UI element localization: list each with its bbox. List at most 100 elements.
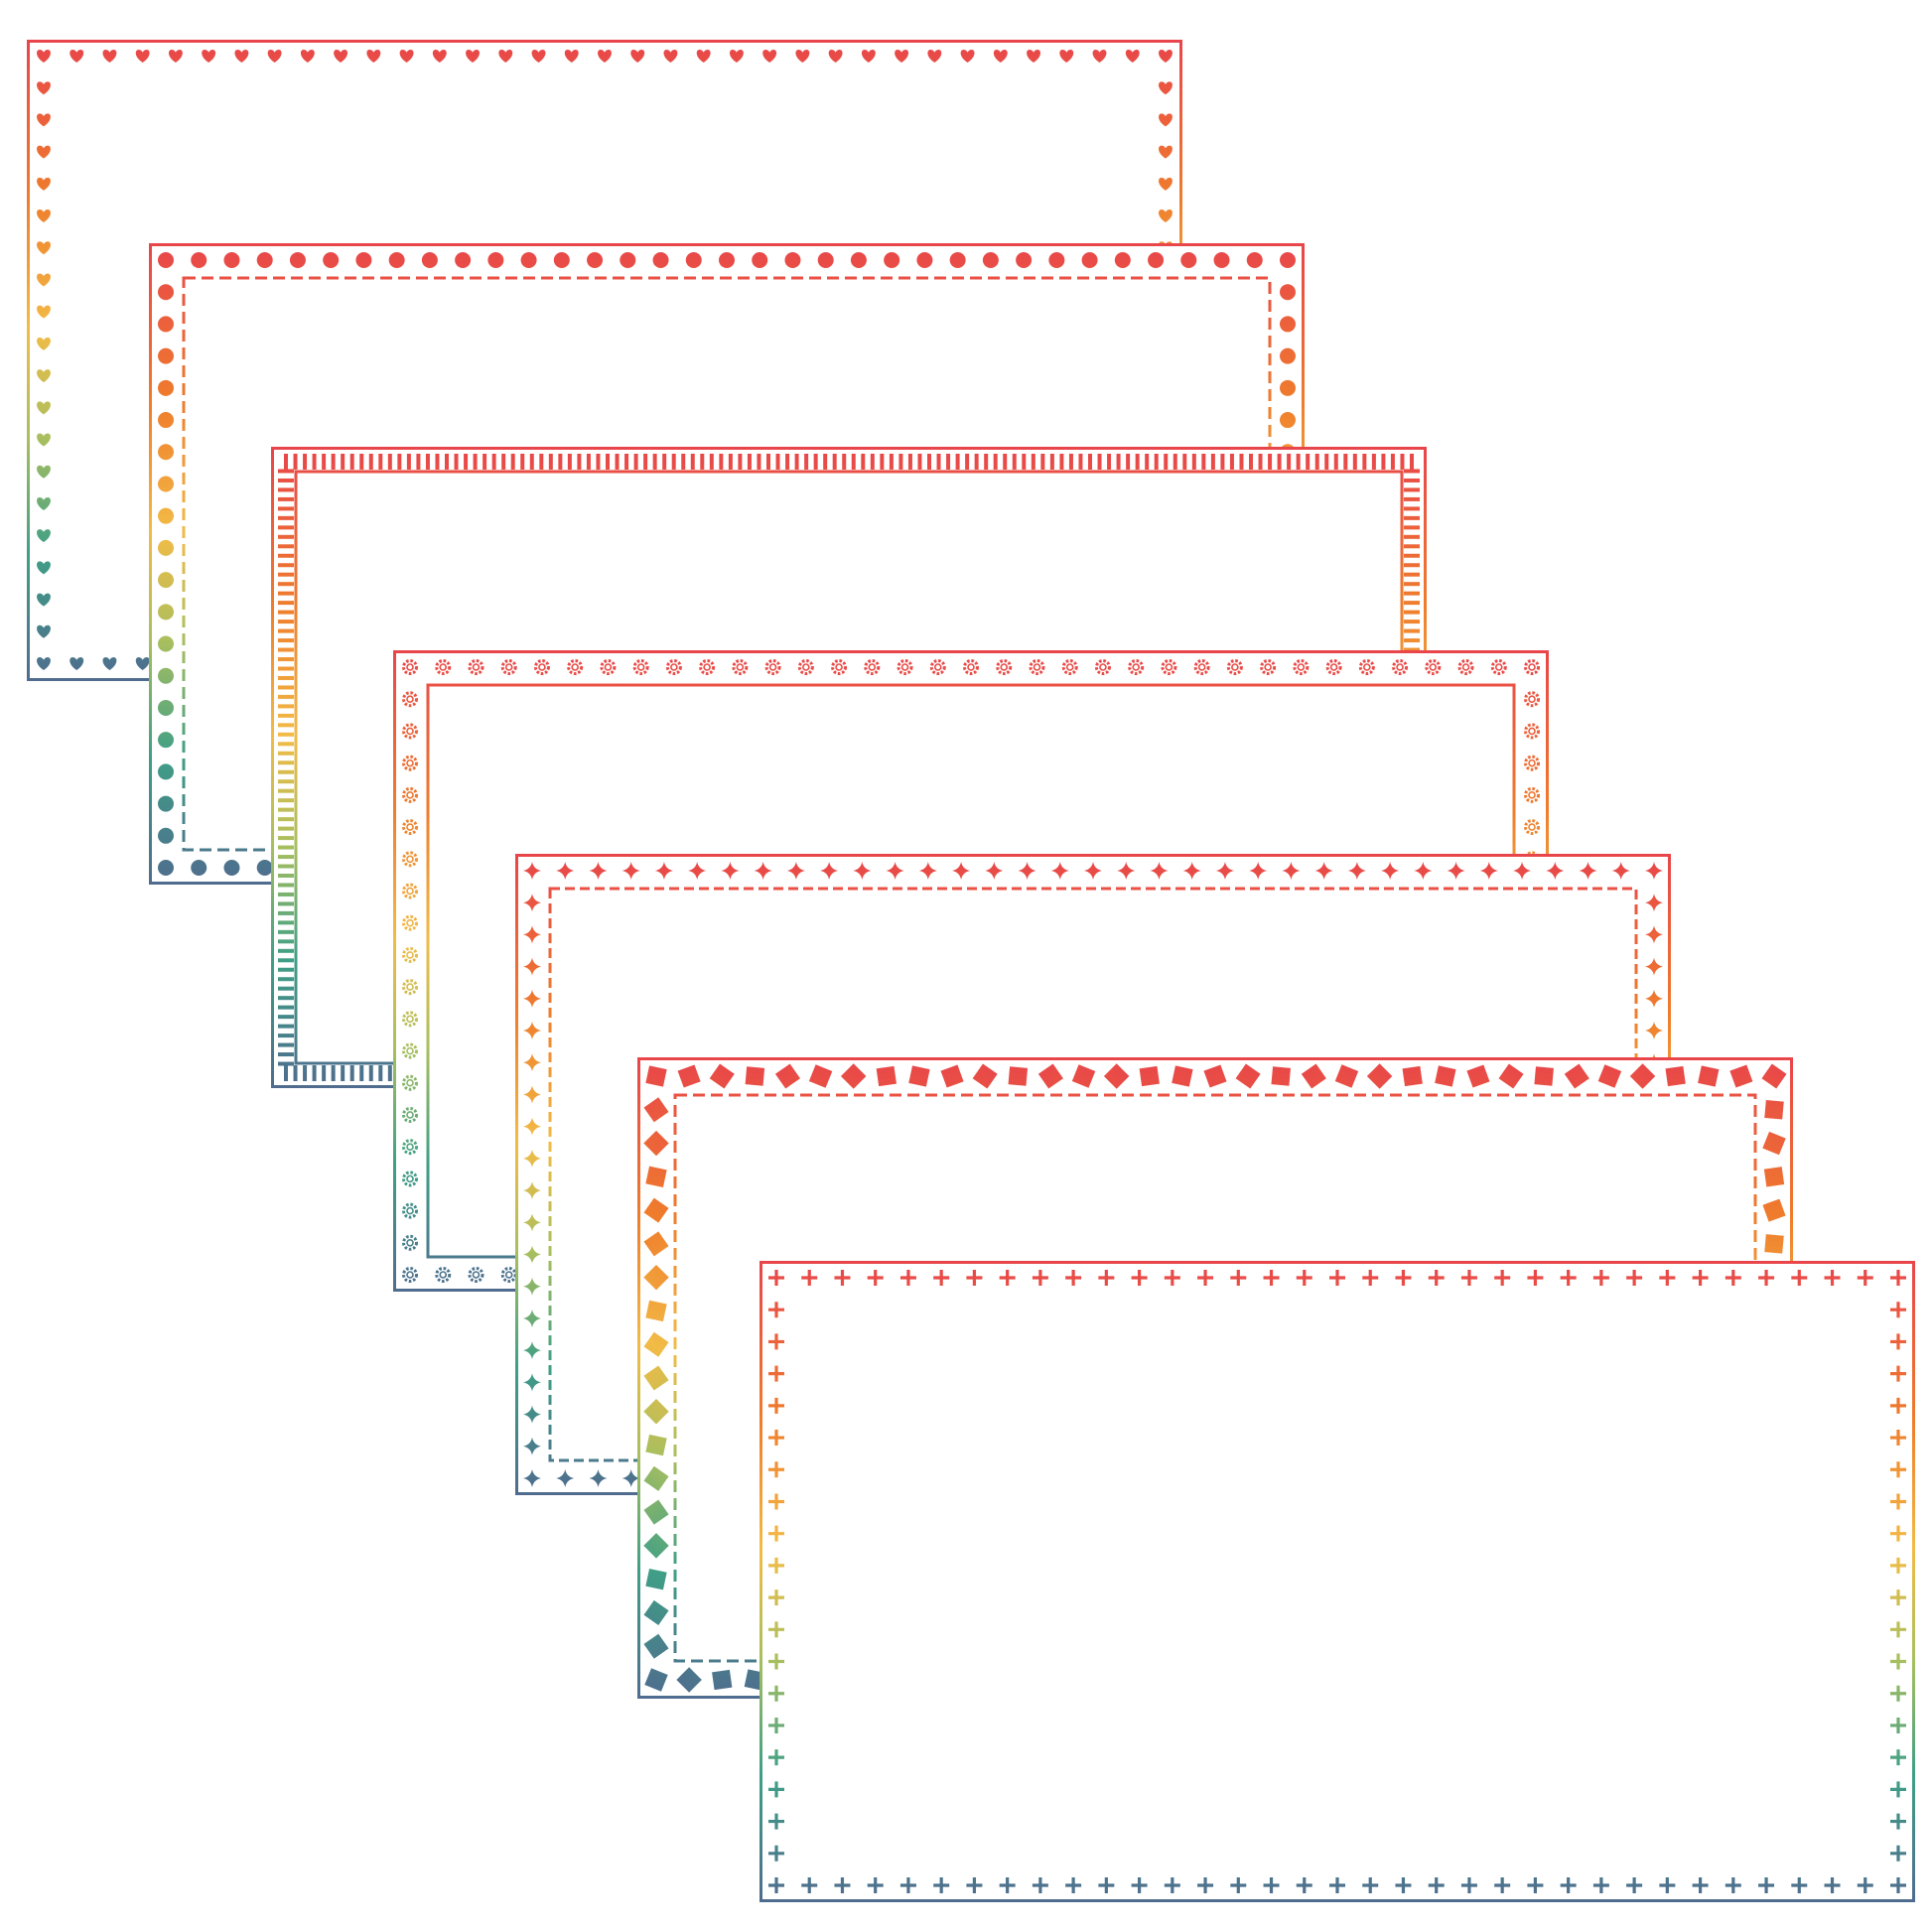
gear-center — [406, 823, 414, 831]
gear-icon — [797, 659, 814, 675]
square-icon — [645, 1434, 667, 1456]
star-icon — [1479, 862, 1498, 880]
dot-icon — [158, 379, 174, 396]
bar-icon — [1003, 454, 1008, 470]
gear-center — [967, 663, 975, 671]
plus-icon — [1626, 1877, 1643, 1893]
gear-icon — [1425, 659, 1442, 675]
gear-icon — [929, 659, 946, 675]
dot-icon — [784, 252, 801, 268]
dot-icon — [158, 507, 174, 524]
heart-icon — [37, 369, 51, 383]
heart-icon — [663, 50, 678, 63]
dot-icon — [158, 635, 174, 652]
star-icon — [1117, 862, 1136, 880]
bar-icon — [747, 454, 752, 470]
bar-icon — [278, 506, 294, 511]
bar-icon — [861, 454, 866, 470]
square-icon — [1498, 1063, 1524, 1089]
gear-center — [670, 663, 678, 671]
dot-icon — [421, 252, 438, 268]
square-icon — [643, 1365, 669, 1391]
bar-icon — [1116, 454, 1121, 470]
star-icon — [1150, 862, 1169, 880]
plus-icon — [1560, 1877, 1577, 1893]
square-icon — [1301, 1063, 1326, 1089]
bar-icon — [341, 1065, 345, 1081]
heart-icon — [762, 50, 777, 63]
bar-icon — [965, 454, 970, 470]
star-icon — [523, 925, 541, 944]
bar-icon — [567, 454, 572, 470]
plus-icon — [1890, 1589, 1906, 1606]
dot-icon — [223, 252, 240, 268]
bar-icon — [435, 454, 440, 470]
plus-icon — [1560, 1270, 1577, 1286]
plus-icon — [834, 1270, 851, 1286]
plus-icon — [801, 1877, 818, 1893]
gear-icon — [402, 1074, 418, 1091]
star-icon — [523, 1405, 541, 1424]
plus-icon — [1824, 1270, 1841, 1286]
plus-icon — [1890, 1653, 1906, 1670]
bar-icon — [1404, 478, 1420, 483]
dot-icon — [289, 252, 306, 268]
bar-icon — [278, 836, 294, 841]
plus-icon — [1890, 1813, 1906, 1830]
star-icon — [786, 862, 805, 880]
bar-icon — [1324, 454, 1329, 470]
star-icon — [1645, 1022, 1663, 1040]
plus-icon — [1890, 1621, 1906, 1638]
heart-icon — [37, 305, 51, 319]
bar-icon — [880, 454, 885, 470]
star-icon — [589, 1469, 608, 1487]
bar-icon — [974, 454, 979, 470]
square-icon — [1764, 1100, 1784, 1120]
gear-center — [636, 663, 645, 671]
plus-icon — [1296, 1270, 1312, 1286]
bar-icon — [331, 1065, 336, 1081]
gear-icon — [402, 1202, 418, 1219]
gear-center — [1396, 663, 1404, 671]
heart-icon — [927, 50, 942, 63]
bar-icon — [813, 454, 818, 470]
gear-icon — [1094, 659, 1111, 675]
plus-icon — [1659, 1877, 1676, 1893]
heart-icon — [795, 50, 810, 63]
dot-icon — [158, 252, 174, 268]
heart-icon — [37, 113, 51, 127]
bar-icon — [278, 845, 294, 850]
bar-icon — [278, 986, 294, 991]
heart-icon — [1159, 50, 1173, 63]
star-icon — [621, 862, 640, 880]
star-icon — [523, 1277, 541, 1296]
plus-icon — [1890, 1557, 1906, 1574]
bar-icon — [378, 454, 383, 470]
bar-icon — [501, 454, 506, 470]
bar-icon — [624, 454, 629, 470]
plus-icon — [1197, 1270, 1214, 1286]
heart-icon — [135, 50, 150, 63]
bar-icon — [378, 1065, 383, 1081]
bar-icon — [425, 454, 430, 470]
gear-center — [1329, 663, 1338, 671]
plus-icon — [966, 1270, 983, 1286]
plus-icon — [867, 1270, 884, 1286]
dot-icon — [916, 252, 933, 268]
bar-icon — [1164, 454, 1169, 470]
bar-icon — [643, 454, 648, 470]
heart-icon — [993, 50, 1008, 63]
heart-icon — [498, 50, 513, 63]
square-icon — [774, 1063, 801, 1089]
heart-icon — [37, 273, 51, 287]
plus-icon — [1098, 1877, 1115, 1893]
bar-icon — [278, 572, 294, 577]
bar-icon — [927, 454, 931, 470]
bar-icon — [823, 454, 828, 470]
square-icon — [643, 1264, 669, 1291]
bar-icon — [278, 638, 294, 643]
bar-icon — [278, 553, 294, 558]
dot-icon — [982, 252, 999, 268]
gear-center — [406, 695, 414, 704]
